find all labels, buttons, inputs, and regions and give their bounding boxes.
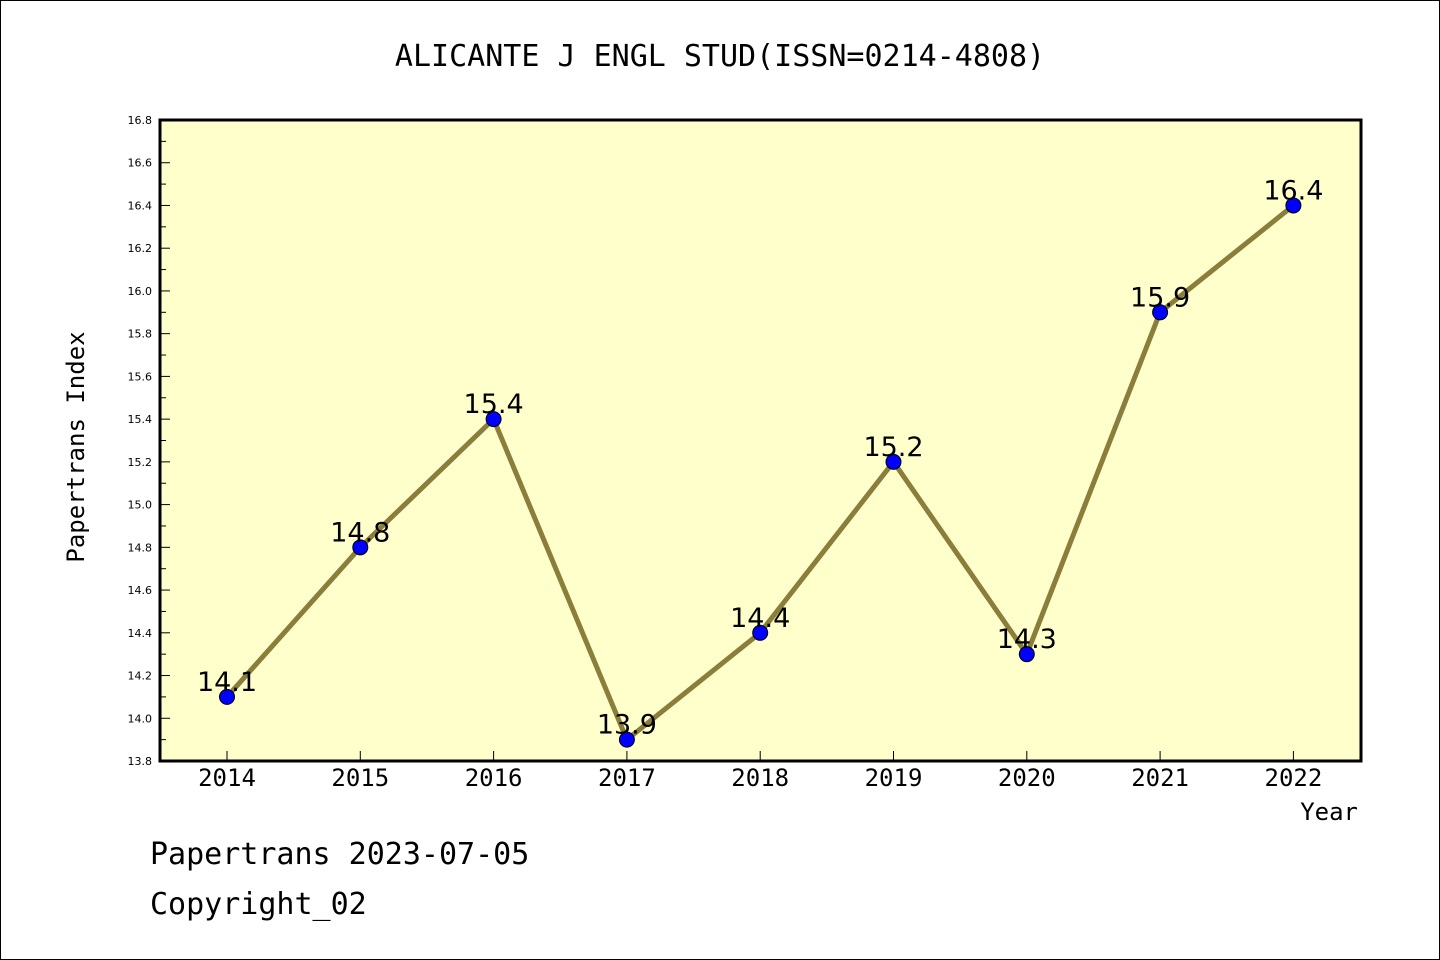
data-labels-group: 14.1 14.8 15.4 13.9 14.4 15.2 14.3 15.9 16.4 [197,175,1324,740]
x-tick-label: 2014 [198,764,256,792]
data-label: 14.3 [997,624,1057,655]
y-tick-label: 16.2 [128,242,153,255]
x-tick-label: 2015 [331,764,389,792]
data-point [885,453,902,470]
chart-title: ALICANTE J ENGL STUD(ISSN=0214-4808) [395,39,1045,74]
y-axis-label: Papertrans Index [62,331,90,562]
series-group [219,197,1302,748]
x-tick-label: 2022 [1265,764,1323,792]
y-tick-label: 14.6 [128,584,153,597]
data-point [219,688,235,705]
x-tick-label: 2018 [731,764,789,792]
data-point [752,624,769,641]
y-tick-label: 16.0 [128,285,153,298]
x-axis-label: Year [1300,798,1358,826]
plot-area [158,118,1363,763]
x-tick-label: 2017 [598,764,656,792]
y-tick-label: 16.4 [128,199,153,212]
data-point [1152,304,1169,321]
y-tick-label: 14.2 [128,670,153,683]
data-label: 14.8 [330,517,390,548]
data-point [618,731,635,748]
y-tick-label: 14.4 [128,627,153,640]
y-tick-label: 14.8 [128,541,153,554]
data-label: 16.4 [1263,175,1323,206]
x-tick-label: 2019 [865,764,923,792]
data-label: 15.4 [464,389,524,420]
data-point [485,411,502,428]
data-point [352,539,369,556]
x-tick-label: 2016 [465,764,523,792]
y-tick-label: 16.6 [128,157,153,170]
data-point [1285,197,1302,214]
y-tick-label: 15.2 [128,456,153,469]
footer-date: Papertrans 2023-07-05 [150,837,529,872]
data-label: 15.2 [863,432,923,463]
y-tick-label: 15.0 [128,499,153,512]
data-label: 13.9 [597,710,657,741]
x-tick-label: 2020 [998,764,1056,792]
x-axis: 2014 2015 2016 2017 2018 2019 2020 2021 2022 [198,751,1322,792]
y-tick-label: 15.4 [128,413,153,426]
y-tick-label: 14.0 [128,712,153,725]
y-tick-label: 13.8 [128,755,153,768]
y-tick-label: 15.8 [128,328,153,341]
data-point [1018,646,1035,663]
y-tick-label: 15.6 [128,370,153,383]
y-tick-label: 16.8 [128,114,153,127]
data-label: 14.1 [197,667,257,698]
y-axis: 13.8 14.0 14.2 14.4 14.6 14.8 15.0 15.2 15.4 15.6… [128,114,170,768]
footer-copyright: Copyright_02 [150,887,367,922]
data-label: 14.4 [730,603,790,634]
data-label: 15.9 [1130,282,1190,313]
x-tick-label: 2021 [1131,764,1189,792]
